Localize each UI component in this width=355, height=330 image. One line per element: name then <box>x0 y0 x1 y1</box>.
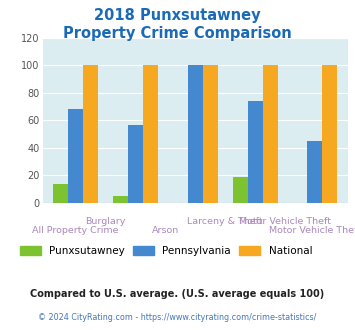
Bar <box>307 141 322 203</box>
Legend: Punxsutawney, Pennsylvania, National: Punxsutawney, Pennsylvania, National <box>16 242 316 260</box>
Bar <box>68 110 83 203</box>
Bar <box>143 65 158 203</box>
Text: Property Crime Comparison: Property Crime Comparison <box>63 26 292 41</box>
Bar <box>128 124 143 203</box>
Text: Compared to U.S. average. (U.S. average equals 100): Compared to U.S. average. (U.S. average … <box>31 289 324 299</box>
Text: Motor Vehicle Theft: Motor Vehicle Theft <box>269 226 355 235</box>
Text: All Property Crime: All Property Crime <box>32 226 119 235</box>
Text: Burglary: Burglary <box>85 217 126 226</box>
Bar <box>263 65 278 203</box>
Bar <box>83 65 98 203</box>
Bar <box>248 101 263 203</box>
Text: Arson: Arson <box>152 226 179 235</box>
Text: Motor Vehicle Theft: Motor Vehicle Theft <box>239 217 331 226</box>
Text: 2018 Punxsutawney: 2018 Punxsutawney <box>94 8 261 23</box>
Text: Larceny & Theft: Larceny & Theft <box>187 217 263 226</box>
Bar <box>203 65 218 203</box>
Bar <box>322 65 337 203</box>
Bar <box>188 65 203 203</box>
Text: © 2024 CityRating.com - https://www.cityrating.com/crime-statistics/: © 2024 CityRating.com - https://www.city… <box>38 313 317 322</box>
Bar <box>53 184 68 203</box>
Bar <box>113 196 128 203</box>
Bar <box>233 177 248 203</box>
